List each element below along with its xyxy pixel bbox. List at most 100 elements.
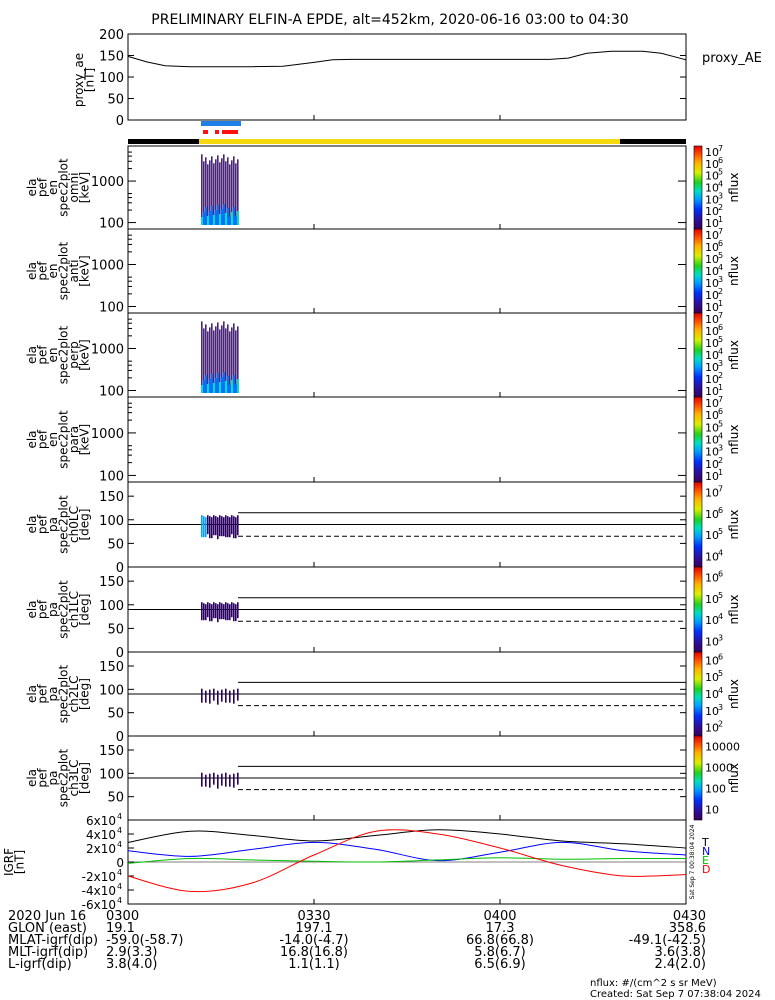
orbit-row-value: 2.4(2.0)	[655, 957, 707, 972]
spectrogram-column	[219, 162, 221, 225]
y-axis-label-line: spec2plot	[56, 410, 70, 469]
y-axis-label-line: pef	[35, 599, 49, 619]
y-axis-label-line: ela	[25, 685, 39, 703]
spectrogram-low-energy-cell	[209, 379, 211, 393]
orbit-row-value: 66.8(66.8)	[466, 933, 534, 948]
y-axis-label-line: ela	[25, 346, 39, 364]
y-tick-label: 50	[107, 791, 124, 806]
colorbar-tick-label: 10	[705, 458, 719, 471]
colorbar-tick-exponent: 5	[718, 591, 723, 600]
colorbar-tick-label: 10	[705, 241, 719, 254]
pitch-angle-column	[229, 604, 231, 621]
orbit-row-label: 2020 Jun 16	[8, 909, 86, 924]
colorbar	[693, 145, 703, 230]
y-tick-label: 1000	[91, 427, 124, 442]
spectrogram-column	[209, 160, 211, 225]
y-tick-label: 50	[107, 93, 124, 108]
y-axis-label-line: pa	[46, 687, 60, 702]
y-tick-label: 2x10	[86, 842, 116, 856]
colorbar-tick-label: 10	[705, 529, 719, 542]
y-tick-label: 150	[99, 490, 124, 505]
spectrogram-column	[201, 154, 203, 225]
orbit-row-value: -14.0(-4.7)	[279, 933, 348, 948]
spectrogram-column	[233, 156, 235, 225]
colorbar-tick-exponent: 3	[718, 359, 723, 368]
spectrogram-column	[203, 328, 205, 393]
pitch-angle-column	[219, 515, 221, 537]
colorbar-tick-exponent: 5	[718, 419, 723, 428]
spectrogram-column	[227, 157, 229, 225]
y-tick-label: 100	[99, 217, 124, 232]
spectrogram-low-energy-cell	[219, 382, 221, 393]
colorbar-tick-exponent: 6	[718, 156, 723, 165]
pitch-angle-column	[221, 689, 223, 702]
colorbar-tick-exponent: 5	[718, 669, 723, 678]
spectrogram-low-energy-cell	[223, 372, 225, 393]
spectrogram-low-energy-cell	[235, 216, 237, 225]
pitch-angle-column	[233, 773, 235, 788]
status-bars	[128, 121, 686, 144]
colorbar-tick-exponent: 3	[718, 191, 723, 200]
y-axis-label-line: pef	[35, 768, 49, 788]
spectrogram-column	[229, 164, 231, 225]
igrf-series-T	[127, 829, 687, 849]
y-tick-exponent: 4	[117, 882, 122, 891]
pitch-angle-column	[213, 602, 215, 619]
orbit-row-value: 0330	[297, 909, 330, 924]
colorbar-tick-label: 10	[705, 487, 719, 500]
igrf-legend-T: T	[701, 836, 709, 849]
y-tick-label: 0	[116, 730, 124, 745]
proxy-ae-panel: 0 50 100 150 200 proxy_AE proxy_ae[nT]	[72, 28, 762, 129]
y-tick-label: 150	[99, 660, 124, 675]
spectrogram-low-energy-cell	[201, 385, 203, 393]
y-axis-label-line: [deg]	[77, 678, 91, 710]
y-axis-label-line: pef	[35, 514, 49, 534]
colorbar-tick-exponent: 5	[718, 335, 723, 344]
colorbar-tick-exponent: 3	[718, 444, 723, 453]
igrf-series-N	[127, 841, 687, 862]
pitch-angle-column	[201, 688, 203, 703]
spectrogram-column	[205, 157, 207, 225]
colorbar-label: nflux	[727, 595, 741, 625]
igrf-legend-E: E	[702, 854, 709, 867]
y-axis-label-line: en	[46, 348, 60, 363]
y-tick-label: 100	[99, 514, 124, 529]
spectrogram-column	[215, 326, 217, 393]
y-tick-label: 100	[99, 683, 124, 698]
orbit-row-value: 358.6	[669, 921, 706, 936]
colorbar-tick-label: 10	[705, 593, 719, 606]
spectrogram-low-energy-cell	[211, 374, 213, 393]
colorbar-tick-label: 10	[705, 434, 719, 447]
colorbar	[693, 735, 703, 821]
pitch-angle-column	[205, 774, 207, 787]
y-tick-label: 0	[116, 114, 124, 129]
spectrogram-column	[207, 331, 209, 393]
spectrogram-column	[227, 324, 229, 393]
spectrogram-low-energy-cell	[225, 381, 227, 393]
y-axis-label-line: IGRF	[2, 848, 16, 876]
spectrogram-column	[215, 159, 217, 225]
spectrogram-column	[237, 326, 239, 393]
spectrogram-column	[229, 331, 231, 393]
colorbar	[693, 312, 703, 398]
colorbar-tick-exponent: 7	[718, 485, 723, 494]
spectrogram-column	[217, 155, 219, 225]
orbit-row-value: 6.5(6.9)	[474, 957, 526, 972]
colorbar-tick-exponent: 4	[718, 347, 723, 356]
colorbar-tick-label: 10	[705, 373, 719, 386]
colorbar-label: nflux	[727, 340, 741, 370]
spectrogram-low-energy-cell	[217, 205, 219, 225]
y-axis-label-line: pef	[35, 429, 49, 449]
y-axis-label-line: spec2plot	[56, 495, 70, 554]
pitch-angle-column	[219, 602, 221, 620]
colorbar-tick-label: 10	[705, 217, 719, 230]
y-axis-label-line: spec2plot	[56, 241, 70, 300]
spectrogram-column	[223, 321, 225, 393]
colorbar-tick-label: 10	[705, 158, 719, 171]
colorbar-label: nflux	[727, 510, 741, 540]
y-axis-label-line: para	[67, 426, 81, 453]
pitch-angle-column	[211, 517, 213, 539]
colorbar-tick-exponent: 2	[718, 720, 723, 729]
